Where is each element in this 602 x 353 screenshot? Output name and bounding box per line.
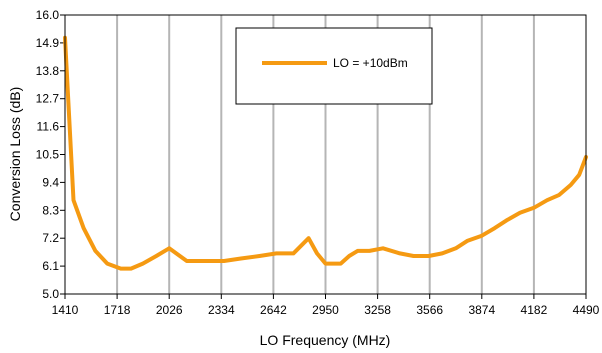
- data-point: [323, 262, 328, 266]
- y-tick-label: 5.0: [42, 287, 59, 301]
- data-point: [105, 262, 109, 266]
- x-tick-label: 3566: [416, 303, 443, 317]
- legend: LO = +10dBm: [235, 27, 433, 105]
- data-point: [129, 267, 133, 271]
- y-tick-label: 12.7: [36, 92, 60, 106]
- x-tick-label: 4182: [521, 303, 548, 317]
- data-point: [466, 239, 470, 243]
- data-point: [411, 254, 416, 258]
- y-tick-label: 10.5: [36, 148, 60, 162]
- data-point: [315, 251, 319, 255]
- data-point: [347, 254, 351, 258]
- data-point: [93, 249, 97, 253]
- series-group: [63, 35, 588, 271]
- x-tick-label: 2026: [156, 303, 183, 317]
- x-tick-label: 1718: [104, 303, 131, 317]
- data-point: [291, 251, 295, 255]
- data-point: [307, 236, 311, 240]
- data-point: [577, 173, 581, 177]
- y-tick-label: 6.1: [42, 259, 59, 273]
- data-point: [440, 251, 444, 255]
- data-point: [367, 249, 372, 253]
- data-point: [205, 259, 209, 263]
- y-tick-label: 9.4: [42, 175, 59, 189]
- data-point: [427, 254, 431, 258]
- y-tick-label: 7.2: [42, 231, 59, 245]
- data-point: [274, 251, 278, 255]
- data-point: [545, 198, 549, 202]
- x-tick-label: 4490: [573, 303, 600, 317]
- data-point: [239, 256, 243, 261]
- data-point: [82, 226, 86, 230]
- y-tick-label: 11.6: [37, 120, 60, 134]
- x-tick-label: 2642: [260, 303, 287, 317]
- x-axis-title: LO Frequency (MHz): [260, 332, 391, 348]
- data-point: [504, 218, 509, 222]
- y-axis-title: Conversion Loss (dB): [7, 87, 23, 222]
- data-point: [339, 262, 343, 266]
- data-point: [119, 267, 123, 271]
- data-point: [356, 249, 360, 253]
- data-point: [532, 206, 536, 210]
- x-tick-label: 2334: [208, 303, 235, 317]
- x-tick-label: 1410: [52, 303, 79, 317]
- data-point: [141, 262, 145, 266]
- legend-box: [235, 27, 433, 105]
- series-line: [63, 35, 588, 271]
- x-tick-label: 3874: [468, 303, 495, 317]
- data-point: [569, 183, 573, 187]
- y-tick-label: 8.3: [42, 203, 59, 217]
- data-point: [518, 211, 522, 215]
- data-point: [185, 259, 189, 263]
- data-point: [480, 234, 484, 238]
- x-tick-label: 3258: [364, 303, 391, 317]
- legend-label: LO = +10dBm: [333, 56, 408, 70]
- data-point: [222, 259, 226, 263]
- data-point: [332, 262, 336, 266]
- y-tick-label: 16.0: [36, 8, 60, 22]
- axis-ticks: 1410 1718 2026 2334 2642 2950 3258 3566 3874 4182…: [36, 8, 600, 317]
- y-tick-label: 13.8: [36, 64, 60, 78]
- data-point: [167, 246, 171, 250]
- data-point: [454, 246, 458, 250]
- data-point: [71, 198, 76, 202]
- y-tick-label: 14.9: [36, 36, 60, 50]
- data-point: [557, 193, 561, 197]
- plot-frame: [64, 14, 587, 295]
- data-point: [257, 254, 262, 258]
- data-point: [154, 254, 158, 258]
- data-point: [493, 226, 497, 230]
- x-tick-label: 2950: [312, 303, 339, 317]
- data-point: [398, 251, 402, 255]
- data-point: [381, 246, 385, 250]
